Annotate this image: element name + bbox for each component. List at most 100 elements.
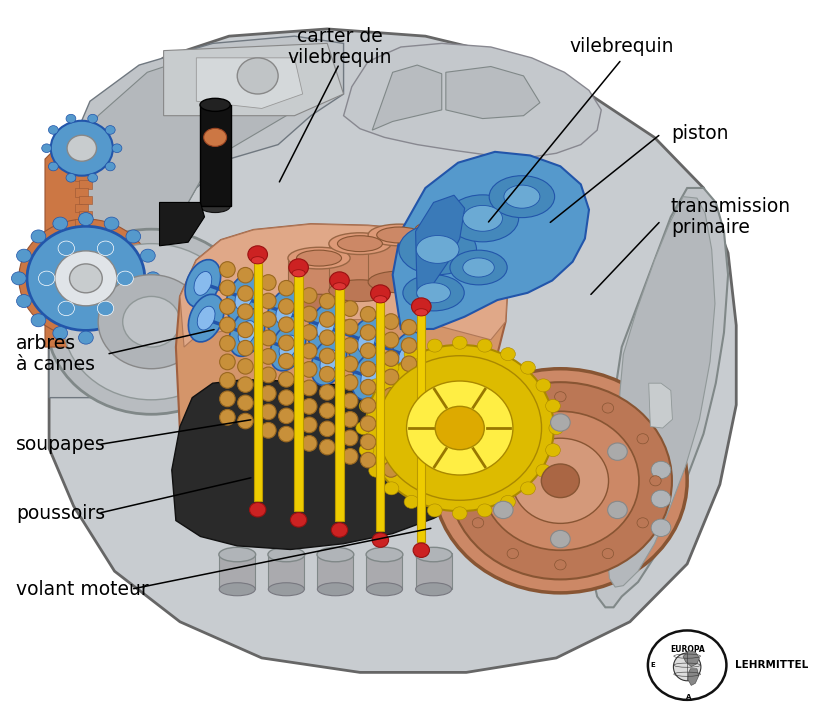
Ellipse shape: [238, 377, 254, 393]
Ellipse shape: [238, 304, 254, 320]
Circle shape: [49, 162, 59, 171]
Circle shape: [42, 144, 51, 153]
Ellipse shape: [267, 288, 302, 336]
Ellipse shape: [278, 427, 294, 442]
Circle shape: [106, 162, 115, 171]
Circle shape: [53, 327, 68, 340]
Ellipse shape: [278, 281, 294, 296]
Polygon shape: [607, 197, 715, 587]
Ellipse shape: [383, 461, 399, 477]
Circle shape: [331, 523, 348, 537]
Polygon shape: [65, 51, 311, 362]
Ellipse shape: [194, 272, 211, 295]
Ellipse shape: [367, 583, 402, 596]
Polygon shape: [368, 235, 430, 282]
Ellipse shape: [398, 344, 416, 367]
Circle shape: [449, 382, 672, 579]
Ellipse shape: [401, 379, 420, 402]
Ellipse shape: [329, 233, 391, 254]
Circle shape: [88, 114, 97, 123]
Circle shape: [551, 414, 570, 431]
Circle shape: [359, 399, 374, 412]
Circle shape: [477, 504, 492, 517]
Ellipse shape: [320, 367, 335, 382]
Ellipse shape: [220, 354, 235, 369]
Ellipse shape: [406, 265, 468, 287]
Ellipse shape: [342, 338, 358, 354]
Ellipse shape: [268, 583, 304, 596]
Ellipse shape: [278, 372, 294, 387]
Ellipse shape: [401, 338, 417, 354]
Text: EUROPA: EUROPA: [670, 645, 705, 654]
Ellipse shape: [489, 176, 554, 218]
Circle shape: [104, 217, 119, 230]
Ellipse shape: [278, 335, 294, 351]
Bar: [79, 180, 93, 189]
Ellipse shape: [361, 364, 378, 388]
Ellipse shape: [504, 185, 540, 208]
Polygon shape: [415, 195, 465, 296]
Ellipse shape: [401, 429, 417, 445]
Ellipse shape: [352, 352, 387, 400]
Ellipse shape: [260, 312, 276, 328]
Ellipse shape: [220, 262, 235, 278]
Circle shape: [608, 501, 627, 518]
Bar: [268, 553, 304, 589]
Circle shape: [53, 217, 68, 230]
Ellipse shape: [401, 375, 417, 390]
Polygon shape: [373, 65, 442, 130]
Ellipse shape: [368, 224, 430, 246]
Ellipse shape: [320, 348, 335, 364]
Ellipse shape: [288, 294, 350, 316]
Ellipse shape: [278, 299, 294, 315]
Bar: [295, 276, 302, 511]
Circle shape: [651, 461, 671, 479]
Circle shape: [501, 348, 515, 361]
Ellipse shape: [415, 309, 428, 316]
Ellipse shape: [383, 424, 399, 440]
Ellipse shape: [301, 398, 317, 414]
Polygon shape: [49, 36, 344, 398]
Circle shape: [373, 533, 388, 547]
Circle shape: [536, 464, 551, 477]
Ellipse shape: [333, 283, 346, 290]
Circle shape: [27, 226, 145, 330]
Ellipse shape: [374, 296, 387, 303]
Circle shape: [435, 406, 484, 450]
Ellipse shape: [447, 195, 519, 241]
Ellipse shape: [230, 309, 265, 356]
Circle shape: [58, 241, 74, 255]
Ellipse shape: [260, 422, 276, 438]
Polygon shape: [683, 651, 700, 667]
Ellipse shape: [360, 380, 376, 395]
Bar: [415, 553, 452, 589]
Ellipse shape: [301, 417, 317, 433]
Text: piston: piston: [671, 124, 729, 143]
Circle shape: [453, 336, 468, 349]
Circle shape: [549, 422, 563, 435]
Ellipse shape: [260, 330, 276, 346]
Polygon shape: [392, 152, 589, 329]
Text: soupapes: soupapes: [17, 435, 106, 454]
Polygon shape: [49, 29, 736, 672]
Circle shape: [50, 121, 113, 176]
Circle shape: [46, 229, 256, 414]
Polygon shape: [593, 188, 728, 607]
Ellipse shape: [360, 307, 376, 322]
Ellipse shape: [366, 547, 403, 562]
Circle shape: [554, 560, 566, 570]
Circle shape: [359, 444, 374, 457]
Ellipse shape: [342, 393, 358, 408]
Bar: [75, 173, 88, 181]
Bar: [75, 188, 88, 197]
Circle shape: [427, 504, 442, 517]
Ellipse shape: [219, 583, 255, 596]
Ellipse shape: [200, 98, 230, 111]
Ellipse shape: [238, 395, 254, 411]
Polygon shape: [159, 202, 205, 246]
Ellipse shape: [301, 288, 317, 304]
Circle shape: [507, 403, 519, 413]
Text: arbres
à cames: arbres à cames: [17, 334, 95, 375]
Ellipse shape: [238, 268, 254, 283]
Ellipse shape: [320, 403, 335, 419]
